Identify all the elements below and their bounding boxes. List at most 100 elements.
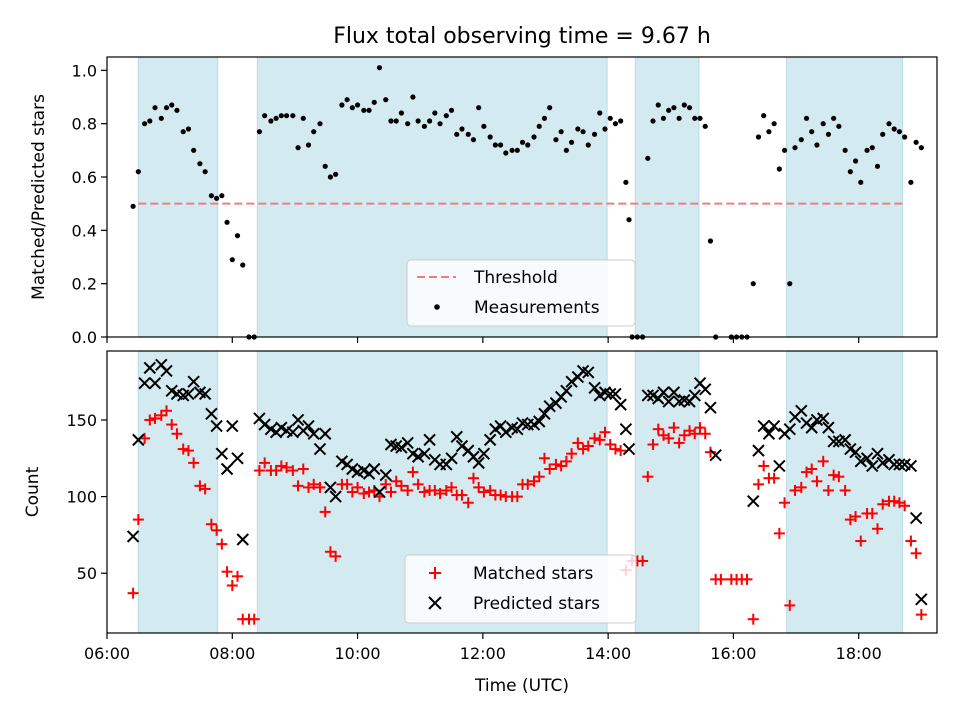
matched-point	[166, 419, 178, 431]
measurement-point	[580, 129, 586, 135]
matched-point	[177, 443, 189, 455]
measurement-point	[536, 123, 542, 129]
measurement-point	[809, 129, 815, 135]
measurement-point	[398, 110, 405, 116]
measurement-point	[858, 179, 864, 185]
bottom-y-tick-label: 50	[77, 564, 97, 583]
legend-predicted-swatch	[428, 596, 442, 610]
measurement-point	[602, 126, 608, 132]
matched-point	[544, 463, 556, 475]
measurement-point	[563, 147, 569, 153]
matched-point	[589, 432, 601, 444]
predicted-point	[795, 404, 808, 417]
predicted-point	[307, 427, 320, 440]
measurement-point	[514, 147, 520, 153]
predicted-point	[132, 433, 145, 447]
matched-point	[380, 478, 392, 490]
predicted-point	[805, 421, 818, 434]
measurement-point	[692, 115, 698, 121]
measurement-point	[388, 118, 394, 124]
top-y-tick-label: 0.0	[72, 328, 97, 347]
matched-point	[668, 422, 680, 434]
matched-point	[784, 599, 796, 611]
x-tick-label: 08:00	[209, 644, 255, 663]
matched-point	[609, 443, 621, 455]
measurement-point	[152, 105, 158, 111]
predicted-points	[126, 358, 928, 606]
predicted-point	[667, 386, 681, 399]
predicted-point	[182, 387, 195, 401]
measurement-point	[234, 233, 241, 239]
measurement-point	[224, 219, 230, 225]
measurement-point	[240, 262, 246, 268]
matched-point	[877, 498, 889, 510]
measurement-point	[214, 195, 220, 201]
measurement-point	[650, 118, 656, 124]
measurement-point	[383, 97, 389, 103]
measurement-point	[836, 123, 842, 129]
predicted-point	[915, 593, 928, 606]
bottom-axes-frame	[106, 350, 938, 634]
legend-predicted-label: Predicted stars	[473, 594, 600, 614]
measurement-point	[147, 118, 153, 124]
measurement-point	[427, 118, 433, 124]
measurement-point	[771, 121, 777, 127]
matched-point	[127, 587, 139, 599]
matched-point	[462, 497, 474, 509]
matched-point	[752, 478, 764, 490]
matched-point	[275, 460, 287, 472]
measurement-points	[130, 65, 924, 340]
predicted-point	[909, 511, 923, 525]
matched-point	[795, 481, 807, 493]
matched-point	[915, 609, 927, 621]
predicted-point	[827, 435, 840, 448]
measurement-point	[327, 174, 334, 180]
top-y-tick-label: 0.6	[72, 168, 97, 187]
measurement-point	[361, 107, 367, 113]
matched-point	[314, 481, 326, 493]
predicted-point	[286, 426, 300, 439]
measurement-point	[575, 126, 581, 132]
predicted-point	[379, 468, 392, 482]
predicted-point	[609, 387, 622, 401]
matched-point	[292, 480, 304, 492]
matched-point	[839, 484, 851, 496]
matched-point	[182, 445, 194, 457]
top-shaded-interval-0	[137, 56, 219, 338]
matched-point	[205, 518, 217, 530]
matched-point	[663, 432, 675, 444]
matched-point	[673, 437, 685, 449]
matched-point	[216, 538, 228, 550]
matched-point	[538, 452, 550, 464]
measurement-point	[852, 158, 859, 164]
predicted-point	[220, 462, 234, 476]
bottom-legend-box	[404, 554, 637, 624]
predicted-point	[302, 419, 315, 433]
predicted-point	[543, 399, 556, 413]
predicted-point	[411, 450, 425, 463]
measurement-point	[295, 145, 301, 151]
measurement-point	[750, 281, 756, 287]
matched-point	[144, 414, 156, 426]
top-axes-frame	[106, 56, 938, 338]
measurement-point	[766, 129, 772, 135]
legend-matched-swatch	[429, 567, 441, 579]
matched-point	[171, 428, 183, 440]
measurement-point	[787, 281, 793, 287]
measurement-point	[886, 121, 892, 127]
measurement-point	[918, 145, 924, 151]
predicted-point	[401, 436, 414, 450]
top-shaded-interval-3	[786, 56, 904, 338]
top-legend: Threshold Measurements	[406, 259, 636, 327]
predicted-point	[198, 387, 212, 401]
measurement-point	[618, 118, 624, 124]
measurement-point	[585, 142, 591, 148]
predicted-point	[226, 419, 239, 433]
measurement-point	[671, 105, 677, 111]
measurement-point	[626, 217, 632, 223]
matched-point	[259, 457, 271, 469]
measurement-point	[645, 155, 651, 161]
measurement-point	[908, 179, 914, 185]
measurement-point	[130, 203, 136, 209]
